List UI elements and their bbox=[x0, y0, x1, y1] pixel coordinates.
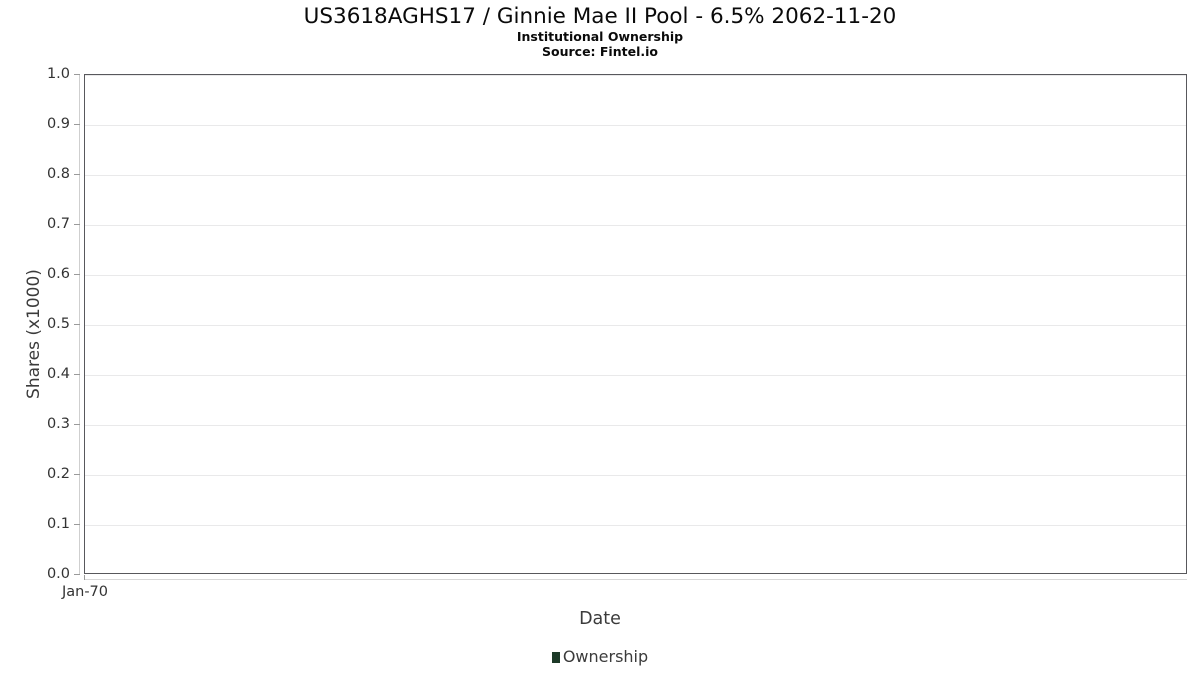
x-tick-mark bbox=[84, 575, 85, 580]
y-tick-label: 0.8 bbox=[46, 166, 70, 182]
series-svg bbox=[85, 75, 1188, 575]
gridline bbox=[85, 275, 1186, 276]
gridline bbox=[85, 375, 1186, 376]
legend-swatch-icon bbox=[551, 651, 560, 663]
plot-area bbox=[84, 74, 1187, 574]
y-tick-mark bbox=[74, 74, 80, 75]
gridline bbox=[85, 425, 1186, 426]
series-layer bbox=[85, 75, 1186, 573]
chart-legend: Ownership bbox=[0, 648, 1200, 666]
x-axis-title: Date bbox=[579, 609, 621, 629]
y-tick-mark bbox=[74, 124, 80, 125]
y-tick-mark bbox=[74, 574, 80, 575]
y-tick-mark bbox=[74, 174, 80, 175]
y-tick-label: 0.1 bbox=[46, 516, 70, 532]
gridline bbox=[85, 75, 1186, 76]
y-tick-label: 0.7 bbox=[46, 216, 70, 232]
y-axis-title: Shares (x1000) bbox=[24, 269, 44, 399]
y-tick-label: 0.6 bbox=[46, 266, 70, 282]
gridline bbox=[85, 225, 1186, 226]
x-tick-label: Jan-70 bbox=[61, 584, 109, 600]
y-tick-label: 0.9 bbox=[46, 116, 70, 132]
x-axis-underline bbox=[84, 579, 1187, 580]
gridline bbox=[85, 475, 1186, 476]
chart-source: Source: Fintel.io bbox=[542, 43, 658, 59]
chart-title-block: US3618AGHS17 / Ginnie Mae II Pool - 6.5%… bbox=[0, 4, 1200, 59]
y-tick-mark bbox=[74, 474, 80, 475]
gridline bbox=[85, 175, 1186, 176]
y-tick-mark bbox=[74, 524, 80, 525]
y-tick-label: 0.0 bbox=[46, 566, 70, 582]
y-tick-mark bbox=[74, 274, 80, 275]
y-tick-label: 0.4 bbox=[46, 366, 70, 382]
legend-label: Ownership bbox=[562, 647, 649, 666]
y-tick-label: 0.3 bbox=[46, 416, 70, 432]
chart-title: US3618AGHS17 / Ginnie Mae II Pool - 6.5%… bbox=[303, 4, 897, 29]
gridline bbox=[85, 325, 1186, 326]
legend-item[interactable]: Ownership bbox=[551, 647, 649, 666]
y-tick-mark bbox=[74, 224, 80, 225]
y-tick-mark bbox=[74, 424, 80, 425]
gridline bbox=[85, 125, 1186, 126]
chart-subtitle: Institutional Ownership bbox=[516, 29, 684, 44]
gridline bbox=[85, 525, 1186, 526]
y-tick-label: 0.2 bbox=[46, 466, 70, 482]
y-tick-label: 1.0 bbox=[46, 66, 70, 82]
y-tick-mark bbox=[74, 324, 80, 325]
y-tick-label: 0.5 bbox=[46, 316, 70, 332]
y-tick-mark bbox=[74, 374, 80, 375]
